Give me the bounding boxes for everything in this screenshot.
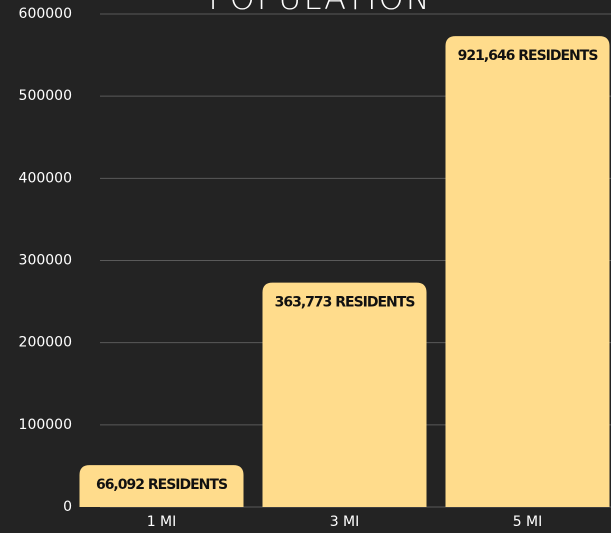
bar (445, 36, 610, 508)
y-tick-label: 600000 (19, 6, 72, 22)
bar-annotation: 66,092 RESIDENTS (96, 477, 228, 493)
x-tick-label: 3 MI (330, 514, 360, 530)
y-tick-label: 200000 (19, 335, 72, 351)
y-tick-label: 500000 (19, 88, 72, 104)
x-tick-label: 5 MI (513, 514, 543, 530)
chart-title: POPULATION (208, 0, 431, 17)
bar-annotation: 363,773 RESIDENTS (275, 295, 416, 311)
bar (262, 282, 427, 507)
bar-annotation: 921,646 RESIDENTS (458, 48, 599, 64)
y-tick-label: 100000 (19, 417, 72, 433)
x-tick-label: 1 MI (147, 514, 177, 530)
y-tick-label: 0 (63, 499, 72, 515)
y-tick-label: 400000 (19, 170, 72, 186)
y-tick-label: 300000 (19, 253, 72, 269)
bar (79, 465, 244, 507)
